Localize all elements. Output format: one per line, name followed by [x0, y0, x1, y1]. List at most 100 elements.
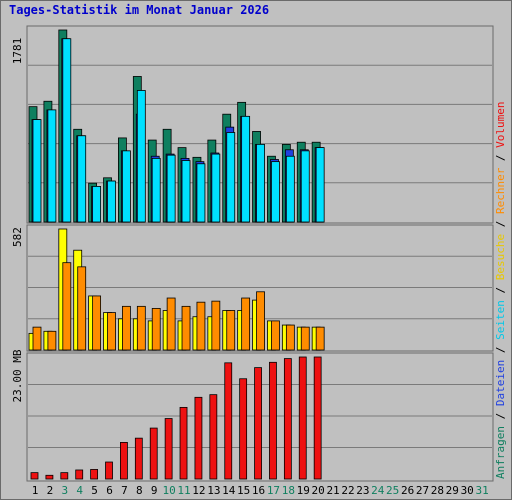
x-tick-label: 23: [356, 484, 369, 497]
x-tick-label: 19: [297, 484, 310, 497]
bar-volumen-day-4: [75, 469, 84, 480]
x-tick-label: 9: [151, 484, 158, 497]
x-tick-label: 29: [446, 484, 459, 497]
bar-seiten-day-3: [62, 38, 72, 223]
x-tick-label: 28: [431, 484, 444, 497]
bar-seiten-day-10-face: [166, 154, 176, 223]
bar-volumen-day-16-face: [254, 367, 262, 480]
bar-seiten-day-14: [226, 132, 236, 223]
bar-volumen-day-1-face: [30, 472, 39, 480]
bar-rechner-day-6: [107, 312, 116, 351]
bar-rechner-day-11-face: [181, 305, 191, 351]
bar-volumen-day-11-face: [179, 406, 188, 480]
bar-rechner-day-17-face: [271, 320, 280, 351]
x-tick-label: 2: [47, 484, 54, 497]
bar-volumen-day-19: [298, 356, 307, 480]
bar-rechner-day-3: [62, 262, 72, 351]
bar-rechner-day-18: [285, 324, 295, 351]
bar-volumen-day-2-face: [45, 474, 54, 480]
bar-volumen-day-7-face: [120, 441, 128, 480]
bar-seiten-day-12-face: [196, 163, 206, 223]
legend-entry: /: [494, 340, 507, 360]
bar-volumen-day-7: [120, 441, 128, 480]
bar-rechner-day-11: [181, 305, 191, 351]
bar-seiten-day-17: [271, 161, 280, 223]
bar-rechner-day-5-face: [92, 295, 102, 351]
bar-seiten-day-6-face: [107, 180, 116, 223]
panel-bottom-bg: [26, 352, 494, 482]
bar-seiten-day-14-face: [226, 132, 236, 223]
legend-entry: /: [494, 406, 507, 426]
bar-seiten-day-5-face: [92, 186, 102, 223]
bar-seiten-day-15-face: [241, 115, 251, 223]
bar-volumen-day-16: [254, 367, 262, 480]
bar-volumen-day-9-face: [149, 427, 158, 480]
bar-rechner-day-1-face: [32, 326, 42, 351]
panel-top-bg: [26, 25, 494, 224]
bar-rechner-day-5: [92, 295, 102, 351]
bar-rechner-day-20-face: [315, 326, 325, 351]
x-tick-label: 30: [461, 484, 474, 497]
bar-seiten-day-7-face: [122, 150, 131, 223]
bar-rechner-day-14: [226, 310, 236, 351]
bars: [28, 29, 325, 480]
bar-seiten-day-2-face: [47, 109, 57, 223]
bar-seiten-day-11-face: [181, 160, 191, 223]
bar-volumen-day-10-face: [164, 418, 173, 480]
bar-rechner-day-15: [241, 297, 251, 351]
legend-entry: Dateien: [494, 360, 507, 406]
x-tick-label: 15: [237, 484, 250, 497]
bar-volumen-day-6: [105, 461, 113, 480]
x-tick-label: 27: [416, 484, 429, 497]
x-tick-label: 31: [475, 484, 488, 497]
bar-rechner-day-8: [136, 305, 146, 351]
top-ymax-label: 1781: [11, 38, 24, 65]
bar-volumen-day-3: [60, 472, 69, 480]
x-tick-labels: 1 2 3 4 5 6 7 8 9 10 11 12 13 14 15 16 17 18 19 20 21 22 23 24 2…: [32, 484, 489, 497]
legend-entry: Besuche: [494, 234, 507, 280]
bar-volumen-day-1: [30, 472, 39, 480]
bar-rechner-day-2: [47, 330, 57, 351]
bar-seiten-day-4: [77, 135, 87, 223]
bar-rechner-day-19-face: [300, 326, 310, 351]
bar-rechner-day-19: [300, 326, 310, 351]
x-tick-label: 12: [192, 484, 205, 497]
bar-rechner-day-10-face: [166, 297, 176, 351]
bar-seiten-day-1-face: [32, 119, 42, 223]
bar-volumen-day-14-face: [224, 362, 233, 480]
x-tick-label: 7: [121, 484, 128, 497]
legend-entry: Anfragen: [494, 426, 507, 479]
x-tick-label: 13: [207, 484, 220, 497]
bar-seiten-day-16: [256, 143, 265, 223]
bar-seiten-day-18: [285, 155, 295, 223]
bar-seiten-day-4-face: [77, 135, 87, 223]
chart-title: Tages-Statistik im Monat Januar 2026: [9, 3, 270, 17]
bar-volumen-day-17: [269, 361, 277, 480]
legend-entry: /: [494, 214, 507, 234]
bar-volumen-day-13-face: [209, 394, 218, 480]
bar-volumen-day-14: [224, 362, 233, 480]
bar-seiten-day-5: [92, 186, 102, 223]
bar-volumen-day-12-face: [194, 396, 203, 480]
bar-rechner-day-12-face: [196, 301, 206, 351]
bar-seiten-day-9: [151, 157, 161, 223]
bar-seiten-day-7: [122, 150, 131, 223]
legend-entry: /: [494, 148, 507, 168]
bar-seiten-day-19-face: [300, 150, 310, 223]
bar-seiten-day-1: [32, 119, 42, 223]
bar-volumen-day-13: [209, 394, 218, 480]
x-tick-label: 22: [341, 484, 354, 497]
bar-seiten-day-11: [181, 160, 191, 223]
bar-rechner-day-15-face: [241, 297, 251, 351]
bar-rechner-day-14-face: [226, 310, 236, 351]
x-tick-label: 24: [371, 484, 385, 497]
x-tick-label: 3: [61, 484, 68, 497]
bar-volumen-day-18-face: [283, 358, 292, 480]
bar-volumen-day-12: [194, 396, 203, 480]
x-tick-label: 17: [267, 484, 280, 497]
bar-volumen-day-2: [45, 474, 54, 480]
legend-entry: Volumen: [494, 101, 507, 147]
bar-seiten-day-17-face: [271, 161, 280, 223]
